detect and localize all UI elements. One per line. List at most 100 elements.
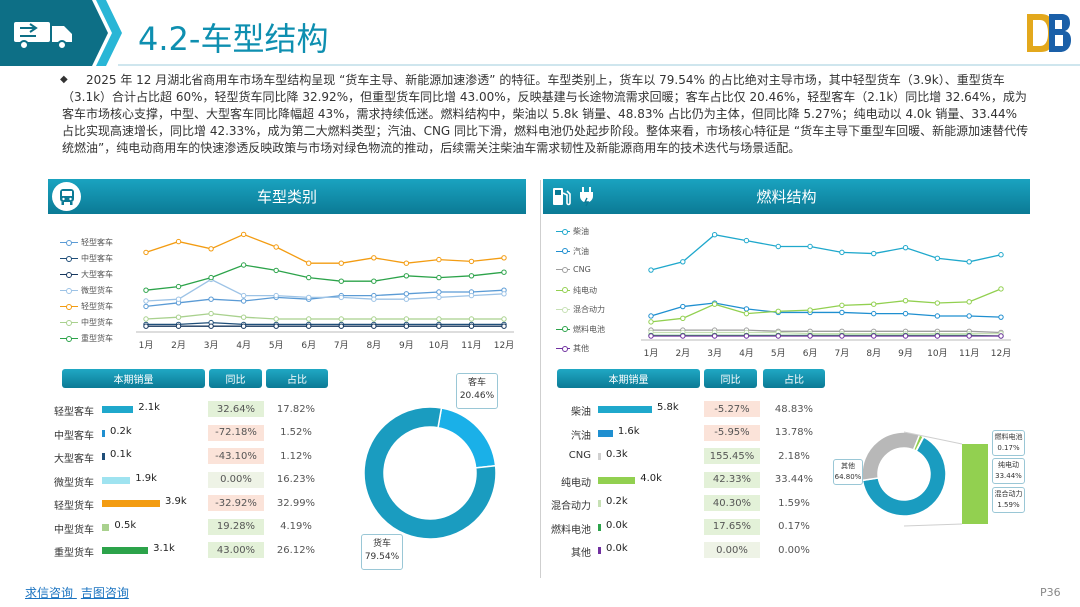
data-point [143,287,149,293]
data-point [966,313,972,319]
x-tick-label: 3月 [707,348,722,358]
data-point [839,333,845,339]
fuel-donut [861,431,947,517]
data-point [403,260,410,266]
callout-other-label: 其他 [841,462,855,470]
x-tick-label: 6月 [803,348,818,358]
x-tick-label: 10月 [429,340,449,351]
data-point [501,316,507,322]
data-point [208,323,214,329]
row-label: 其他 [571,548,591,559]
x-tick-label: 4月 [739,348,754,358]
data-point [468,316,475,322]
series-line [650,288,1002,323]
callout-fuel-cell-value: 0.17% [997,444,1020,452]
data-point [403,296,410,302]
data-point [208,274,214,281]
data-point [648,313,654,319]
data-point [143,323,149,329]
legend-label: 轻型货车 [81,302,113,311]
row-label: 燃料电池 [551,524,591,536]
share-cell: 13.78% [774,427,814,438]
data-point [807,243,813,250]
bullet-icon: ◆ [60,74,68,85]
legend-swatch [556,326,570,332]
callout-hybrid-label: 混合动力 [994,490,1023,498]
data-point [208,310,214,317]
callout-fuel-cell: 燃料电池 0.17% [992,430,1025,456]
footer-link-qiuxin[interactable]: 求信咨询 [25,586,74,600]
legend-label: 大型客车 [81,270,113,279]
yoy-cell: 17.65% [704,518,760,535]
data-point [871,301,877,307]
header-underline [118,64,1080,66]
sales-bar [102,523,110,531]
legend-item: 柴油 [556,226,589,237]
legend-label: 重型货车 [81,334,113,343]
data-point [902,297,909,304]
data-point [273,316,279,322]
legend-item: 燃料电池 [556,324,605,335]
row-label: 汽油 [571,430,591,442]
callout-ev-label: 纯电动 [998,461,1019,469]
donut-slice [437,407,497,469]
row-label: 轻型客车 [54,407,94,418]
data-point [648,319,654,325]
legend-swatch [60,255,78,262]
legend-item: 纯电动 [556,285,597,296]
row-label: 混合动力 [551,501,591,512]
data-point [839,249,845,256]
callout-fuel-cell-label: 燃料电池 [994,433,1023,441]
series-line [145,264,505,291]
legend-item: 轻型货车 [60,301,113,312]
fuel-breakout-connector [903,431,963,527]
data-point [273,267,279,274]
yoy-cell: -5.95% [704,424,760,441]
data-point [208,246,214,252]
brand-logo [1027,14,1071,52]
footer-links: 求信咨询 吉图咨询 [25,584,129,601]
legend-item: 微型货车 [60,285,113,296]
sales-value: 3.1k [153,543,175,554]
data-point [966,259,972,265]
callout-truck-label: 货车 [372,539,391,549]
legend-swatch [60,335,78,342]
data-point [934,333,941,339]
yoy-cell: -72.18% [208,424,264,441]
legend-swatch [60,287,78,294]
series-line [145,233,505,264]
legend-label: 微型货车 [81,286,113,295]
x-tick-label: 9月 [399,340,414,351]
data-point [338,294,344,301]
data-point [306,294,312,301]
x-tick-label: 2月 [675,348,690,358]
data-point [839,302,845,309]
x-tick-label: 11月 [959,348,979,358]
fuel-pump-icon [553,188,571,206]
data-point [468,258,475,265]
fuel-icons [551,185,597,207]
data-point [966,333,972,339]
data-point [648,333,654,339]
yoy-cell: 0.00% [208,471,264,488]
data-point [338,316,344,322]
yoy-cell: 40.30% [704,495,760,511]
share-cell: 26.12% [276,544,316,556]
data-point [306,323,312,329]
data-point [998,314,1004,320]
sales-bar [598,523,601,531]
share-cell: 48.83% [774,403,814,415]
data-point [775,333,781,339]
donut-slice [363,406,497,540]
data-point [680,333,686,339]
data-point [902,333,909,339]
row-label: 轻型货车 [54,501,94,512]
legend-label: 纯电动 [573,285,597,295]
right-header-sales: 本期销量 [557,369,700,388]
data-point [338,278,344,284]
data-point [143,298,149,304]
right-header-share: 占比 [763,369,825,388]
sales-value: 0.2k [110,425,132,437]
data-point [175,283,182,290]
footer-link-jitu[interactable]: 吉图咨询 [80,586,129,600]
